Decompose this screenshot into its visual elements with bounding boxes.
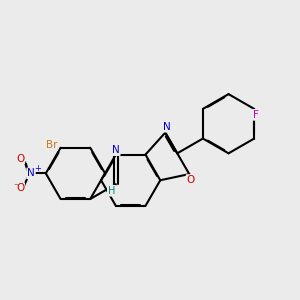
Text: +: + [34, 164, 41, 172]
Text: O: O [187, 175, 195, 185]
Text: O: O [16, 154, 24, 164]
Text: N: N [27, 168, 35, 178]
Text: F: F [253, 110, 259, 120]
Text: N: N [112, 145, 120, 155]
Text: Br: Br [46, 140, 58, 150]
Text: O: O [16, 183, 24, 193]
Text: H: H [108, 186, 115, 196]
Text: ⁻: ⁻ [14, 182, 19, 192]
Text: N: N [163, 122, 171, 132]
